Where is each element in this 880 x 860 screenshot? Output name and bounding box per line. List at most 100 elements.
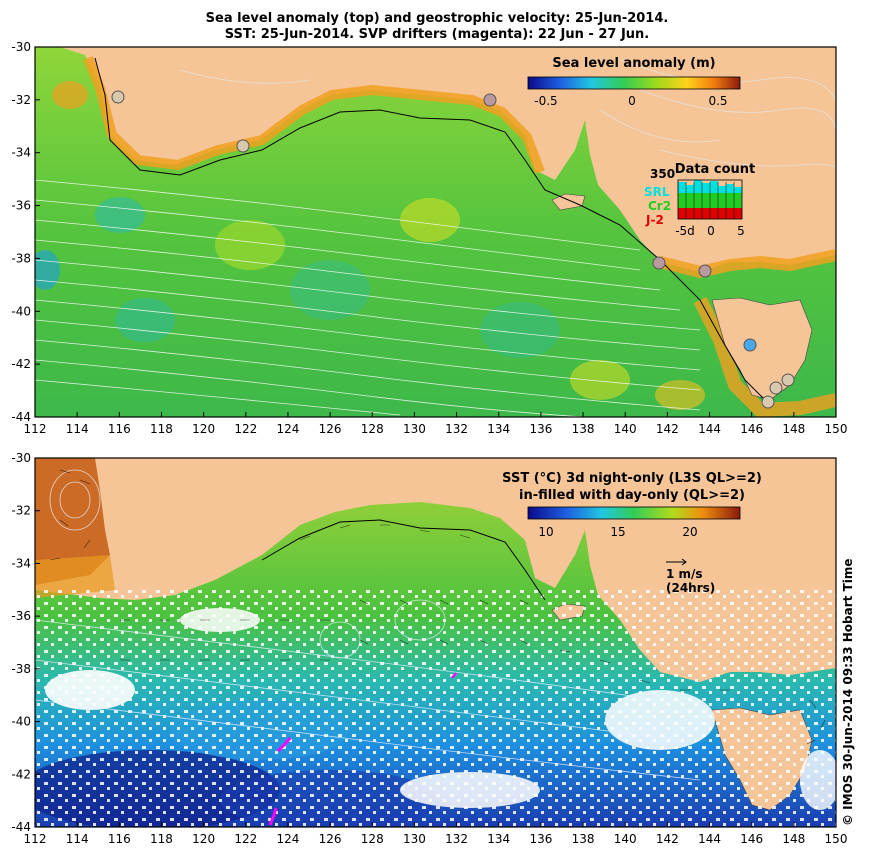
tide-gauge-marker (769, 381, 783, 395)
lon-tick-label: 142 (656, 422, 679, 436)
top-lat-axis: -30 -32 -34 -36 -38 -40 -42 -44 (11, 40, 40, 424)
lon-tick-label: 150 (825, 422, 848, 436)
lon-tick-label: 122 (234, 832, 257, 846)
tide-gauge-marker (743, 338, 757, 352)
sst-legend-line2: in-filled with day-only (QL>=2) (519, 488, 745, 503)
sst-tick: 20 (682, 525, 697, 539)
lon-tick-label: 120 (192, 832, 215, 846)
bottom-west-coast (35, 458, 110, 585)
velocity-arrows (49, 469, 826, 745)
satellite-label-j2: J-2 (645, 213, 664, 227)
tide-gauge-marker (781, 373, 795, 387)
satellite-label-srl: SRL (644, 185, 670, 199)
lat-tick-label: -44 (11, 410, 31, 424)
data-count-xtick: 5 (737, 224, 745, 238)
sst-legend: SST (°C) 3d night-only (L3S QL>=2) in-fi… (502, 471, 762, 539)
top-frame (34, 46, 837, 418)
top-lon-axis: 112 114 116 118 120 122 124 126 128 130 132 134 136 1… (24, 412, 848, 436)
bottom-frame (34, 457, 837, 828)
sst-tick: 15 (610, 525, 625, 539)
lat-tick-label: -42 (11, 357, 31, 371)
drifter-track (268, 807, 278, 826)
lat-tick-label: -30 (11, 451, 31, 465)
lon-tick-label: 148 (782, 832, 805, 846)
lon-tick-label: 134 (487, 422, 510, 436)
lat-tick-label: -32 (11, 93, 31, 107)
lon-tick-label: 116 (108, 832, 131, 846)
velocity-scale-label: 1 m/s (666, 567, 703, 581)
data-count-title: Data count (675, 162, 755, 177)
sla-colorbar-title: Sea level anomaly (m) (552, 56, 715, 71)
top-shelf-contour (94, 57, 771, 406)
lon-tick-label: 144 (698, 832, 721, 846)
sst-tick: 10 (538, 525, 553, 539)
lon-tick-label: 120 (192, 422, 215, 436)
lat-tick-label: -40 (11, 715, 31, 729)
lon-tick-label: 126 (319, 422, 342, 436)
tide-gauge-marker (236, 139, 250, 153)
title-line2: SST: 25-Jun-2014. SVP drifters (magenta)… (225, 27, 650, 42)
lon-tick-label: 112 (24, 422, 47, 436)
lat-tick-label: -34 (11, 146, 31, 160)
lon-tick-label: 132 (445, 832, 468, 846)
lat-tick-label: -42 (11, 767, 31, 781)
velocity-scale-note: (24hrs) (666, 581, 715, 595)
lon-tick-label: 116 (108, 422, 131, 436)
tide-gauge-marker (111, 90, 125, 104)
satellite-label-cr2: Cr2 (648, 199, 671, 213)
lon-tick-label: 146 (740, 422, 763, 436)
sst-legend-line1: SST (°C) 3d night-only (L3S QL>=2) (502, 471, 762, 486)
lon-tick-label: 138 (572, 422, 595, 436)
lat-tick-label: -34 (11, 556, 31, 570)
bottom-shelf-contour (261, 519, 546, 601)
lon-tick-label: 126 (319, 832, 342, 846)
lon-tick-label: 124 (276, 832, 299, 846)
lon-tick-label: 140 (614, 422, 637, 436)
lon-tick-label: 136 (529, 832, 552, 846)
lon-tick-label: 148 (782, 422, 805, 436)
lon-tick-label: 144 (698, 422, 721, 436)
lat-tick-label: -36 (11, 199, 31, 213)
lon-tick-label: 124 (276, 422, 299, 436)
sla-tick: 0.5 (708, 94, 727, 108)
lon-tick-label: 128 (361, 832, 384, 846)
lon-tick-label: 138 (572, 832, 595, 846)
tide-gauge-marker (698, 264, 712, 278)
lon-tick-label: 142 (656, 832, 679, 846)
lon-tick-label: 130 (403, 832, 426, 846)
title-line1: Sea level anomaly (top) and geostrophic … (206, 11, 669, 26)
lon-tick-label: 128 (361, 422, 384, 436)
top-east-band (658, 249, 836, 279)
lat-tick-label: -38 (11, 251, 31, 265)
lat-tick-label: -44 (11, 820, 31, 834)
lat-tick-label: -30 (11, 40, 31, 54)
top-map-panel (35, 47, 836, 417)
lon-tick-label: 136 (529, 422, 552, 436)
data-count-xtick: -5d (675, 224, 695, 238)
data-count-xtick: 0 (707, 224, 715, 238)
lon-tick-label: 146 (740, 832, 763, 846)
velocity-scale: 1 m/s (24hrs) (666, 558, 715, 595)
top-coastal-band (83, 56, 545, 174)
lat-tick-label: -38 (11, 662, 31, 676)
drifter-track (451, 672, 457, 679)
top-kangaroo-island (551, 193, 586, 211)
drifter-track (276, 737, 292, 753)
lon-tick-label: 114 (66, 422, 89, 436)
bottom-lat-axis: -30 -32 -34 -36 -38 -40 -42 -44 (11, 451, 40, 834)
lon-tick-label: 118 (150, 832, 173, 846)
lon-tick-label: 122 (234, 422, 257, 436)
bottom-lon-axis: 112 114 116 118 120 122 124 126 128 130 132 134 136 1… (24, 822, 847, 846)
credit-text: © IMOS 30-Jun-2014 09:33 Hobart Time (841, 558, 855, 826)
lon-tick-label: 140 (614, 832, 637, 846)
lon-tick-label: 132 (445, 422, 468, 436)
lon-tick-label: 114 (66, 832, 89, 846)
sla-tick: 0 (628, 94, 636, 108)
tide-gauge-marker (652, 256, 666, 270)
tide-gauge-marker (761, 395, 775, 409)
lat-tick-label: -40 (11, 304, 31, 318)
sla-colorbar: Sea level anomaly (m) -0.5 0 0.5 (527, 56, 741, 108)
data-count-max: 350 (650, 167, 675, 181)
lon-tick-label: 118 (150, 422, 173, 436)
